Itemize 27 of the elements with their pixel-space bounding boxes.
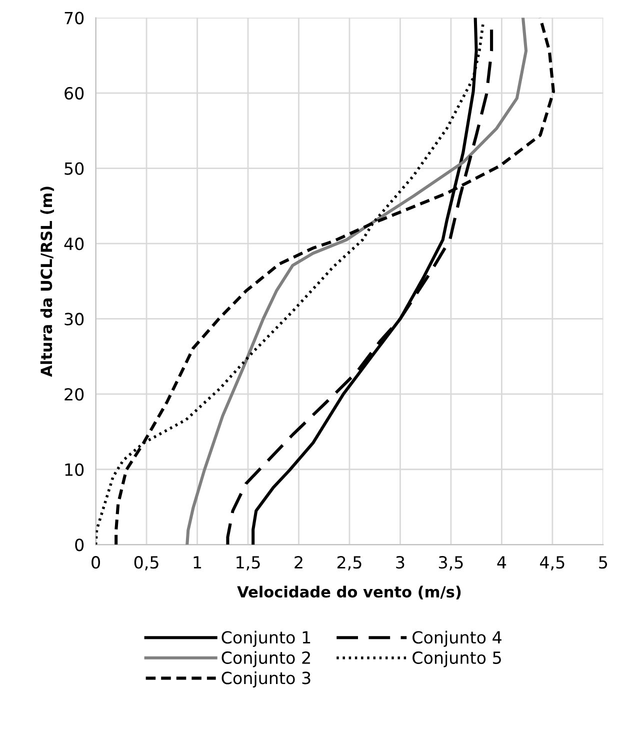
y-tick-label: 40 bbox=[64, 238, 84, 250]
y-tick-label: 30 bbox=[64, 312, 84, 326]
legend-label: Conjunto 5 bbox=[412, 651, 501, 668]
legend-label: Conjunto 1 bbox=[222, 630, 310, 647]
x-tick-label: 2 bbox=[294, 556, 302, 568]
y-tick-label: 10 bbox=[65, 463, 84, 476]
x-axis-title: Velocidade do vento (m/s) bbox=[237, 586, 461, 600]
x-tick-label: 1,5 bbox=[236, 556, 260, 570]
y-tick-label: 60 bbox=[64, 86, 84, 100]
y-tick-label: 0 bbox=[75, 538, 84, 552]
y-tick-label: 20 bbox=[64, 388, 84, 401]
y-tick-label: 70 bbox=[64, 12, 84, 24]
x-tick-label: 0 bbox=[92, 556, 100, 569]
x-tick-label: 4 bbox=[497, 556, 506, 568]
y-tick-label: 50 bbox=[64, 162, 84, 175]
legend-label: Conjunto 4 bbox=[412, 630, 502, 647]
x-tick-label: 0,5 bbox=[134, 556, 158, 570]
x-tick-label: 5 bbox=[599, 556, 608, 569]
x-tick-label: 3 bbox=[396, 556, 404, 569]
legend-label: Conjunto 2 bbox=[222, 651, 310, 668]
x-tick-label: 3,5 bbox=[438, 556, 463, 570]
line-series bbox=[186, 18, 528, 545]
x-tick-label: 1 bbox=[194, 556, 202, 568]
y-axis-title: Altura da UCL/RSL (m) bbox=[40, 186, 54, 377]
legend-label: Conjunto 3 bbox=[222, 671, 310, 688]
x-tick-label: 2,5 bbox=[337, 556, 362, 570]
x-tick-label: 4,5 bbox=[540, 556, 564, 570]
